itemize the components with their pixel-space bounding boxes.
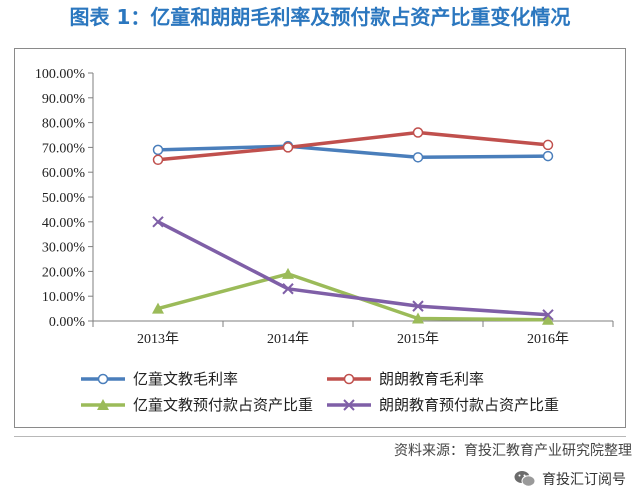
data-point — [282, 283, 294, 295]
data-point — [412, 312, 424, 324]
y-tick-label: 80.00% — [42, 117, 86, 132]
wechat-icon — [514, 470, 536, 488]
y-tick-label: 0.00% — [49, 315, 86, 330]
legend-label: 亿童文教毛利率 — [133, 370, 238, 388]
data-point — [282, 267, 294, 279]
data-point — [542, 150, 554, 162]
data-point — [542, 139, 554, 151]
x-tick-label: 2015年 — [397, 331, 439, 347]
y-tick-label: 70.00% — [42, 141, 86, 156]
brand-name: 育投汇订阅号 — [542, 472, 626, 488]
x-tick-label: 2013年 — [137, 331, 179, 347]
y-tick-label: 20.00% — [42, 265, 86, 280]
source-note: 资料来源：育投汇教育产业研究院整理 — [394, 443, 632, 459]
data-point — [152, 216, 164, 228]
data-point — [542, 309, 554, 321]
legend-marker — [343, 399, 355, 411]
chart-title: 图表 1：亿童和朗朗毛利率及预付款占资产比重变化情况 — [69, 5, 571, 29]
legend-label: 朗朗教育预付款占资产比重 — [379, 397, 559, 414]
series-line — [157, 130, 549, 162]
data-point — [152, 154, 164, 166]
data-point — [542, 313, 554, 325]
legend-marker — [97, 373, 109, 385]
brand-badge: 育投汇订阅号 — [514, 466, 626, 492]
series-line — [157, 220, 549, 317]
y-tick-label: 90.00% — [42, 92, 86, 107]
data-point — [412, 152, 424, 163]
x-tick-label: 2014年 — [267, 331, 309, 347]
x-tick-label: 2016年 — [527, 331, 569, 347]
legend-marker — [343, 373, 355, 385]
series-line — [157, 144, 549, 160]
legend-marker — [97, 399, 109, 410]
data-point — [412, 127, 424, 138]
y-tick-label: 10.00% — [42, 290, 86, 305]
y-tick-label: 30.00% — [42, 241, 86, 256]
y-tick-label: 40.00% — [42, 216, 86, 231]
y-tick-label: 60.00% — [42, 166, 86, 181]
chart-area: 0.00% 10.00% 20.00% 30.00% 40.00% 50.00% 60.00… — [14, 48, 626, 428]
data-point — [152, 302, 164, 314]
y-tick-label: 100.00% — [35, 67, 86, 82]
legend-label: 亿童文教预付款占资产比重 — [133, 396, 313, 414]
data-point — [412, 300, 424, 312]
data-point — [282, 142, 294, 153]
line-chart: 0.00% 10.00% 20.00% 30.00% 40.00% 50.00% 60.00… — [35, 67, 614, 414]
y-tick-label: 50.00% — [42, 191, 86, 206]
data-point — [152, 144, 164, 156]
footer-divider — [14, 436, 626, 437]
legend-label: 朗朗教育毛利率 — [379, 371, 484, 388]
